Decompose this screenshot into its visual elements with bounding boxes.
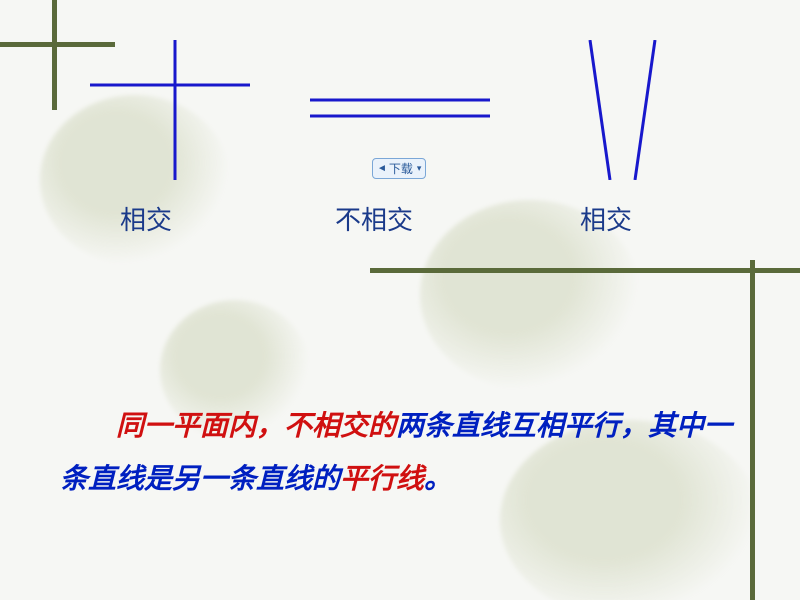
definition-segment: 不相交的 (284, 411, 396, 442)
back-arrow-icon: ◄ (377, 163, 387, 174)
definition-segment: 平行线 (340, 464, 424, 495)
label-fig2: 不相交 (335, 200, 413, 237)
label-fig1: 相交 (120, 200, 172, 237)
dropdown-caret-icon: ▾ (417, 163, 422, 174)
figure-intersecting-cross (90, 40, 250, 180)
definition-segment: 同一平面内， (116, 411, 284, 442)
corner-line (750, 260, 755, 600)
download-button[interactable]: ◄ 下载 ▾ (372, 158, 426, 179)
figure-intersecting-v (560, 40, 680, 180)
label-fig3: 相交 (580, 200, 632, 237)
definition-segment: 。 (424, 464, 452, 495)
download-button-label: 下载 (389, 160, 413, 177)
corner-line (370, 268, 800, 273)
definition-text: 同一平面内，不相交的两条直线互相平行，其中一条直线是另一条直线的平行线。 (60, 400, 740, 506)
figures-row: ◄ 下载 ▾ (0, 40, 800, 200)
